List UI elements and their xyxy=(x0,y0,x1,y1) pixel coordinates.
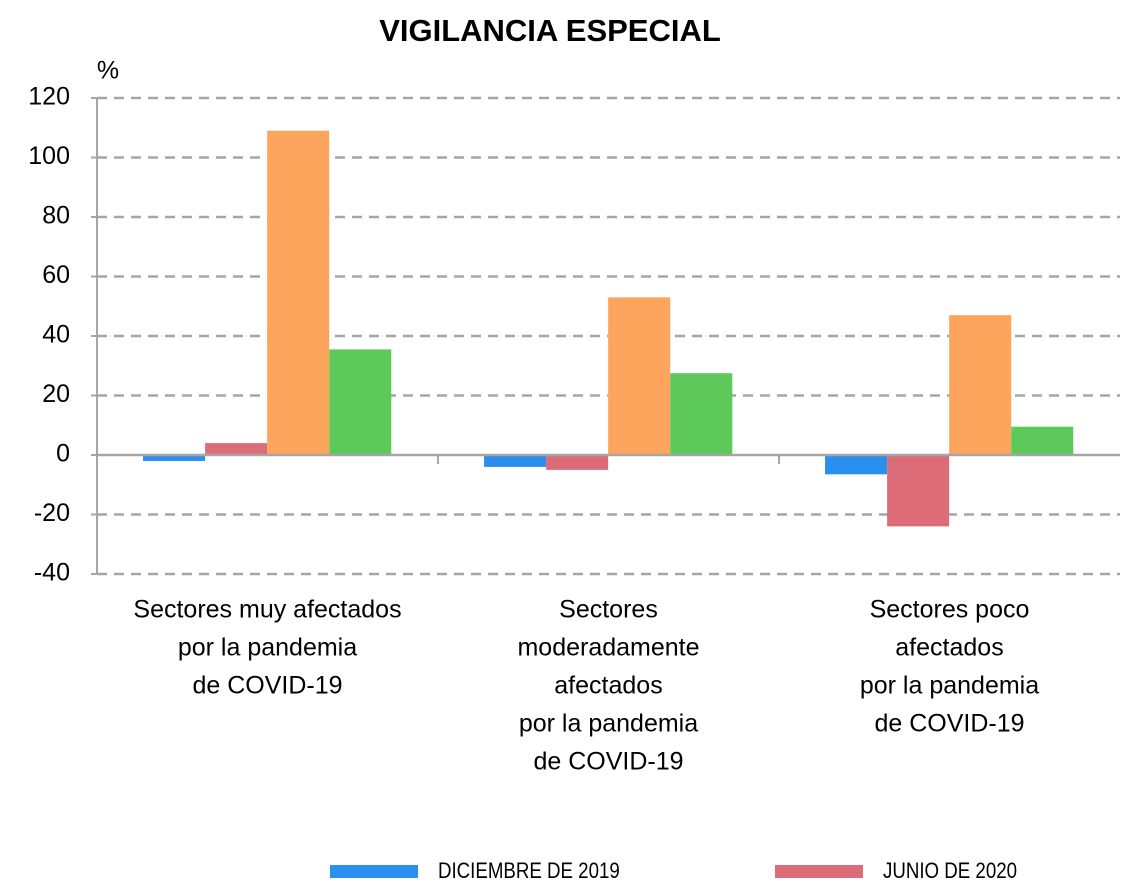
y-tick-label: 0 xyxy=(56,440,70,468)
bar xyxy=(949,315,1012,455)
bar xyxy=(267,130,330,455)
bar xyxy=(825,455,888,475)
bar xyxy=(1011,426,1074,455)
x-tick-label: afectados xyxy=(554,672,662,700)
y-tick-label: 20 xyxy=(42,380,70,408)
x-tick-label: Sectores poco xyxy=(870,596,1030,624)
y-tick-label: 60 xyxy=(42,261,70,289)
y-axis-label: % xyxy=(97,57,119,85)
x-tick-label: Sectores muy afectados xyxy=(133,596,401,624)
bar xyxy=(887,455,950,527)
legend-label: JUNIO DE 2020 xyxy=(883,859,1017,883)
x-tick-label: Sectores xyxy=(559,596,658,624)
y-tick-label: 80 xyxy=(42,202,70,230)
bar xyxy=(329,349,392,455)
x-tick-label: afectados xyxy=(895,634,1003,662)
x-tick-label: de COVID-19 xyxy=(533,748,683,776)
legend-swatch xyxy=(775,865,863,878)
y-tick-label: -20 xyxy=(34,499,70,527)
chart-title: VIGILANCIA ESPECIAL xyxy=(379,13,721,48)
legend-swatch xyxy=(330,865,418,878)
y-tick-label: 40 xyxy=(42,321,70,349)
bar xyxy=(670,373,733,455)
bar xyxy=(608,297,671,455)
y-tick-label: -40 xyxy=(34,559,70,587)
bar xyxy=(484,455,547,467)
x-tick-label: de COVID-19 xyxy=(192,672,342,700)
bar xyxy=(205,443,268,455)
y-tick-label: 100 xyxy=(28,142,70,170)
legend-label: DICIEMBRE DE 2019 xyxy=(438,859,620,883)
y-tick-label: 120 xyxy=(28,83,70,111)
x-tick-label: moderadamente xyxy=(517,634,699,662)
x-tick-label: por la pandemia xyxy=(860,672,1039,700)
x-tick-label: por la pandemia xyxy=(178,634,357,662)
x-tick-label: de COVID-19 xyxy=(874,710,1024,738)
x-tick-label: por la pandemia xyxy=(519,710,698,738)
bar xyxy=(143,455,206,461)
bar xyxy=(546,455,609,470)
